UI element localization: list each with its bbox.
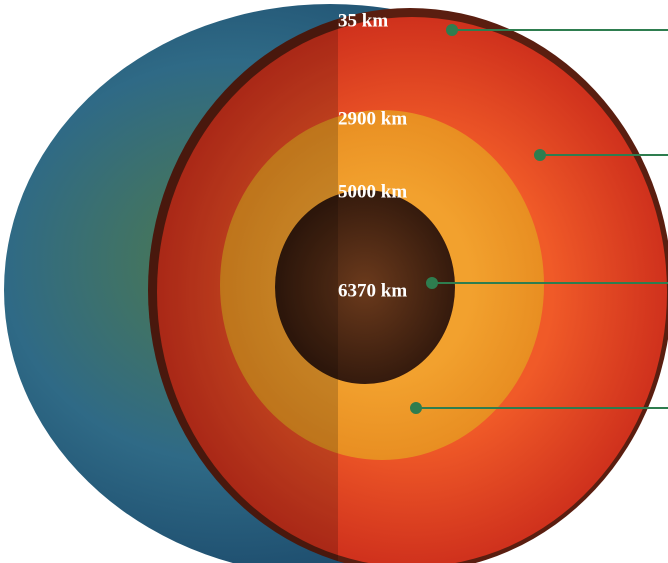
depth-label: 6370 km <box>338 280 407 301</box>
depth-label: 35 km <box>338 10 388 31</box>
leader-dot <box>534 149 546 161</box>
leader-dot <box>426 277 438 289</box>
inner-core <box>275 190 455 384</box>
depth-label: 5000 km <box>338 181 407 202</box>
leader-dot <box>410 402 422 414</box>
depth-label: 2900 km <box>338 108 407 129</box>
leader-dot <box>446 24 458 36</box>
